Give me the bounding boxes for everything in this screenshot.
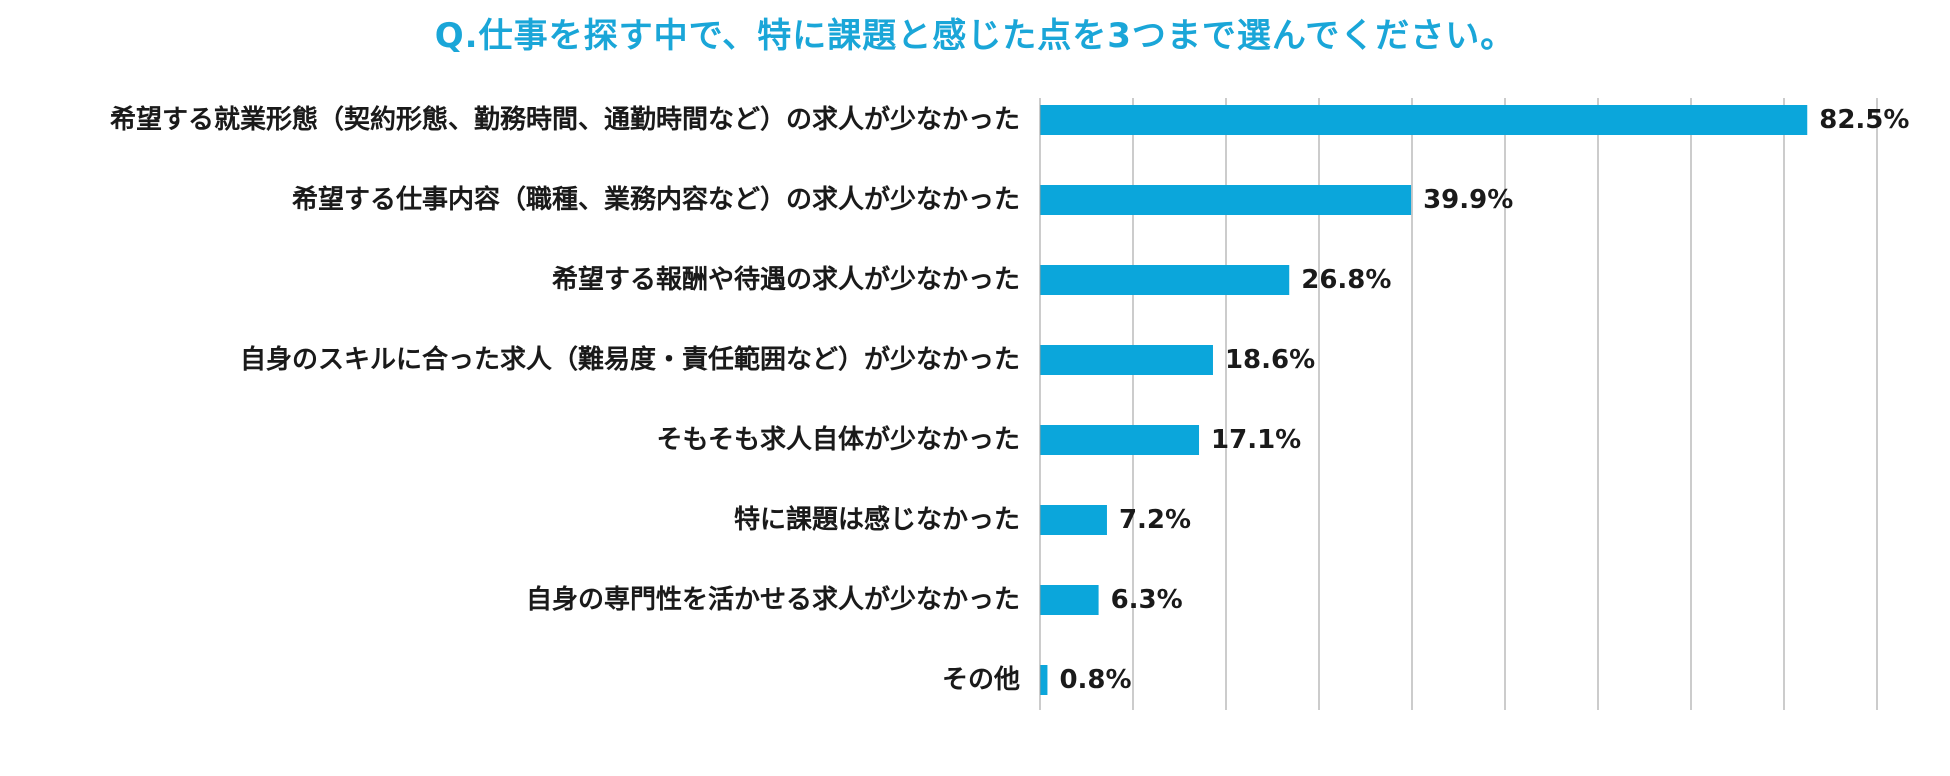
category-label-2: 希望する仕事内容（職種、業務内容など）の求人が少なかった [292,184,1020,215]
bar-1 [1040,105,1808,135]
category-label-4: 自身のスキルに合った求人（難易度・責任範囲など）が少なかった [240,344,1020,375]
bar-layer [1040,105,1808,695]
value-label-3: 26.8% [1301,265,1391,295]
value-label-2: 39.9% [1423,185,1513,215]
category-label-1: 希望する就業形態（契約形態、勤務時間、通勤時間など）の求人が少なかった [110,104,1020,135]
bar-5 [1040,425,1200,455]
value-label-7: 6.3% [1111,585,1183,615]
category-label-5: そもそも求人自体が少なかった [657,424,1020,455]
category-label-3: 希望する報酬や待遇の求人が少なかった [552,264,1020,295]
bar-4 [1040,345,1213,375]
value-label-8: 0.8% [1059,665,1131,695]
value-label-6: 7.2% [1119,505,1191,535]
category-label-6: 特に課題は感じなかった [734,504,1020,535]
value-label-5: 17.1% [1211,425,1301,455]
value-label-1: 82.5% [1819,105,1909,135]
bar-2 [1040,185,1412,215]
chart-title: Q.仕事を探す中で、特に課題と感じた点を3つまで選んでください。 [434,16,1516,56]
value-label-4: 18.6% [1225,345,1315,375]
bar-8 [1040,665,1048,695]
bar-6 [1040,505,1107,535]
bar-7 [1040,585,1099,615]
bar-3 [1040,265,1290,295]
category-label-8: その他 [942,665,1020,695]
label-layer: 希望する就業形態（契約形態、勤務時間、通勤時間など）の求人が少なかった 82.5%… [110,104,1909,695]
category-label-7: 自身の専門性を活かせる求人が少なかった [526,584,1020,615]
